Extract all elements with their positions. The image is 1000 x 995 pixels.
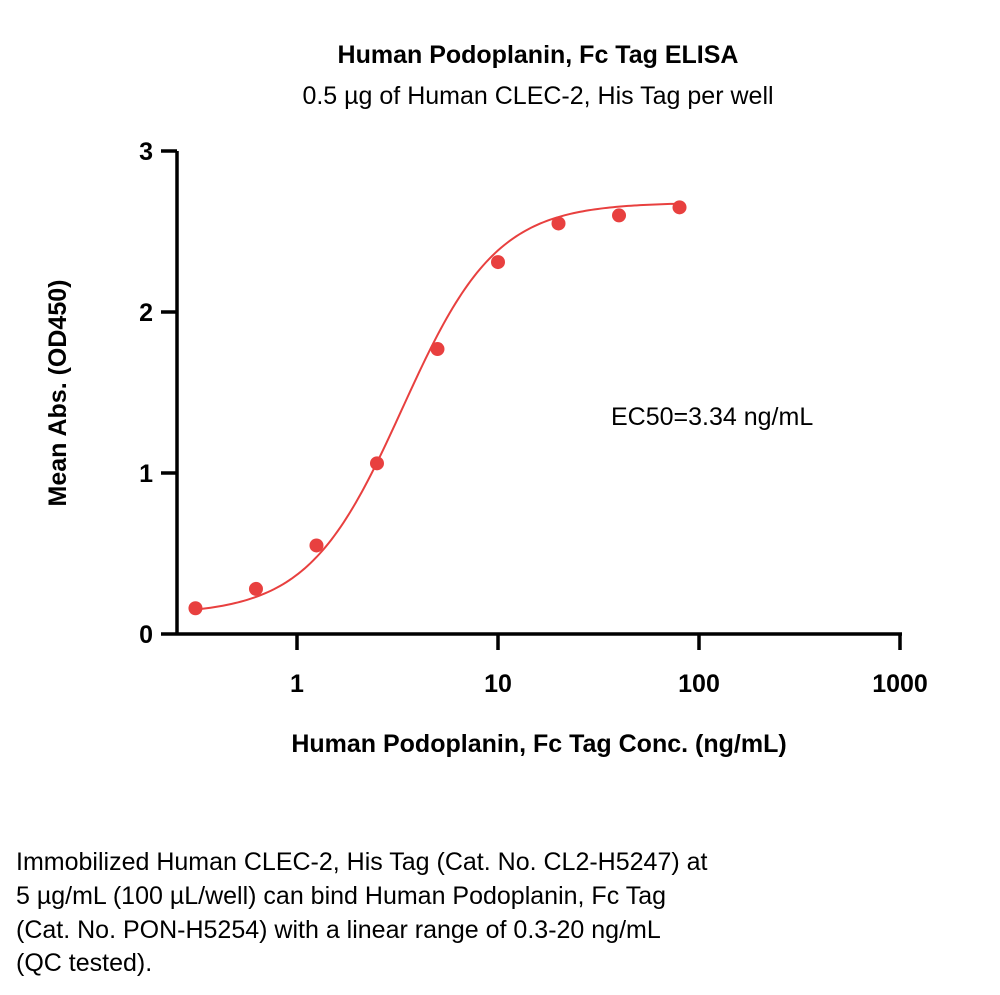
y-ticks: 0 1 2 3 [139,138,177,649]
caption-line: (Cat. No. PON-H5254) with a linear range… [16,915,661,944]
x-tick-label: 1 [290,670,304,698]
chart-subtitle: 0.5 µg of Human CLEC-2, His Tag per well [302,82,773,110]
data-point [551,216,566,231]
y-tick-label: 0 [139,621,153,649]
caption-line: (QC tested). [16,949,153,978]
chart-title: Human Podoplanin, Fc Tag ELISA [338,41,739,69]
x-tick-label: 1000 [872,670,928,698]
data-point [188,601,203,616]
data-point [248,581,263,596]
caption-line: Immobilized Human CLEC-2, His Tag (Cat. … [16,848,708,876]
x-tick-label: 10 [484,670,512,698]
y-tick-label: 3 [139,138,153,166]
figure-caption: Immobilized Human CLEC-2, His Tag (Cat. … [16,846,876,981]
y-tick-label: 2 [139,299,153,327]
data-point [672,200,687,215]
data-point [612,208,627,223]
fit-curve [195,202,680,611]
data-point [491,255,505,270]
caption-line: 5 µg/mL (100 µL/well) can bind Human Pod… [16,881,666,910]
axes: 0 1 2 3 1 10 100 1000 [139,138,928,698]
data-point [430,342,445,357]
data-point [369,456,384,471]
x-tick-label: 100 [678,670,720,698]
data-points [188,200,687,616]
y-tick-label: 1 [139,460,153,488]
y-axis-label: Mean Abs. (OD450) [44,280,72,507]
x-axis-label: Human Podoplanin, Fc Tag Conc. (ng/mL) [291,730,786,758]
elisa-chart: Human Podoplanin, Fc Tag ELISA 0.5 µg of… [44,41,928,758]
ec50-annotation: EC50=3.34 ng/mL [611,403,813,431]
data-point [309,538,324,553]
x-ticks: 1 10 100 1000 [290,634,928,698]
